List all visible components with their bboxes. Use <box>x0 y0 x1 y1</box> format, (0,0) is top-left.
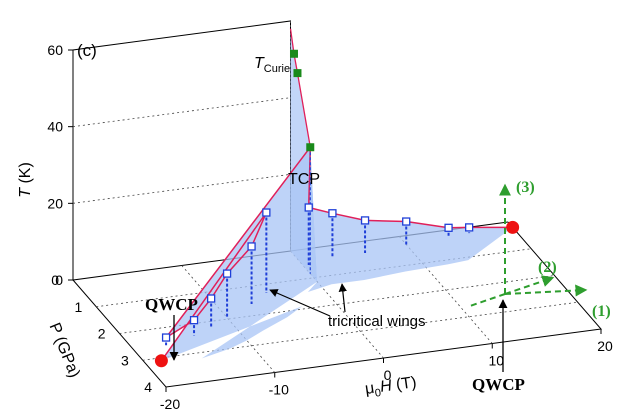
wing-point <box>328 209 337 218</box>
direction-arrow-2 <box>504 275 555 295</box>
tick-label-p: 1 <box>74 299 82 315</box>
right-wing-surface <box>307 147 513 292</box>
wing-point <box>247 242 256 251</box>
grid-line-t <box>72 97 291 128</box>
left-wing-surface <box>161 147 318 361</box>
direction-label-2: (2) <box>538 259 557 276</box>
tick-label-t: 40 <box>47 119 63 135</box>
grid-line-h <box>398 236 493 344</box>
qwcp-point <box>154 354 168 368</box>
panel-label: (c) <box>77 41 97 60</box>
wing-point <box>222 269 232 278</box>
tick-label-h: -20 <box>160 396 180 412</box>
tcp-label: TCP <box>288 171 320 188</box>
wing-point <box>206 294 216 303</box>
wings-arrow-right <box>338 283 347 313</box>
curie-point <box>293 69 302 78</box>
grid-line-p <box>119 275 555 334</box>
curie-point <box>289 49 298 58</box>
curie-point <box>306 143 315 152</box>
wing-point <box>464 223 474 232</box>
qwcp-point <box>506 220 520 234</box>
tick-label-p: 2 <box>98 326 106 342</box>
curie-label: TCurie <box>254 55 290 75</box>
tick-label-t: 0 <box>55 272 63 288</box>
tick-label-h: -10 <box>269 382 289 398</box>
t-axis-label: T (K) <box>17 162 34 198</box>
tick-label-p: 4 <box>144 379 152 395</box>
wing-surfaces <box>160 28 513 362</box>
tick-label-p: 0 <box>51 272 59 288</box>
tick-label-t: 20 <box>47 195 63 211</box>
wing-point <box>189 316 199 325</box>
tick-label-h: 20 <box>597 338 613 354</box>
grid-line-p <box>142 301 578 361</box>
wing-point <box>304 203 313 212</box>
tick-label-h: 0 <box>384 367 392 383</box>
wing-point <box>161 333 171 342</box>
curie-line <box>289 28 311 148</box>
direction-arrows: (1) (2) (3) <box>469 179 611 320</box>
wing-point <box>444 223 453 232</box>
data-marks <box>154 49 520 368</box>
wing-point <box>262 208 271 217</box>
direction-line-back <box>469 293 506 307</box>
qwcp-label-left: QWCP <box>145 295 198 314</box>
axes-frame <box>72 20 602 388</box>
wing-point <box>402 217 411 226</box>
h-axis-label: μ0H (T) <box>364 374 418 401</box>
grid-line-h <box>290 250 384 359</box>
qwcp-label-right: QWCP <box>472 375 525 394</box>
left-wing-line <box>160 146 311 362</box>
wing-point <box>360 216 370 225</box>
tick-label-p: 3 <box>121 352 129 368</box>
grid-line-t <box>72 173 291 204</box>
direction-label-3: (3) <box>516 179 535 196</box>
tick-label-t: 60 <box>47 42 63 58</box>
tick-label-h: 10 <box>488 353 504 369</box>
wings-label: tricritical wings <box>328 313 426 330</box>
wings-arrow-left <box>269 289 331 317</box>
direction-label-1: (1) <box>592 303 611 320</box>
p-axis-label: P (GPa) <box>46 320 83 380</box>
direction-arrow-1 <box>504 284 588 297</box>
